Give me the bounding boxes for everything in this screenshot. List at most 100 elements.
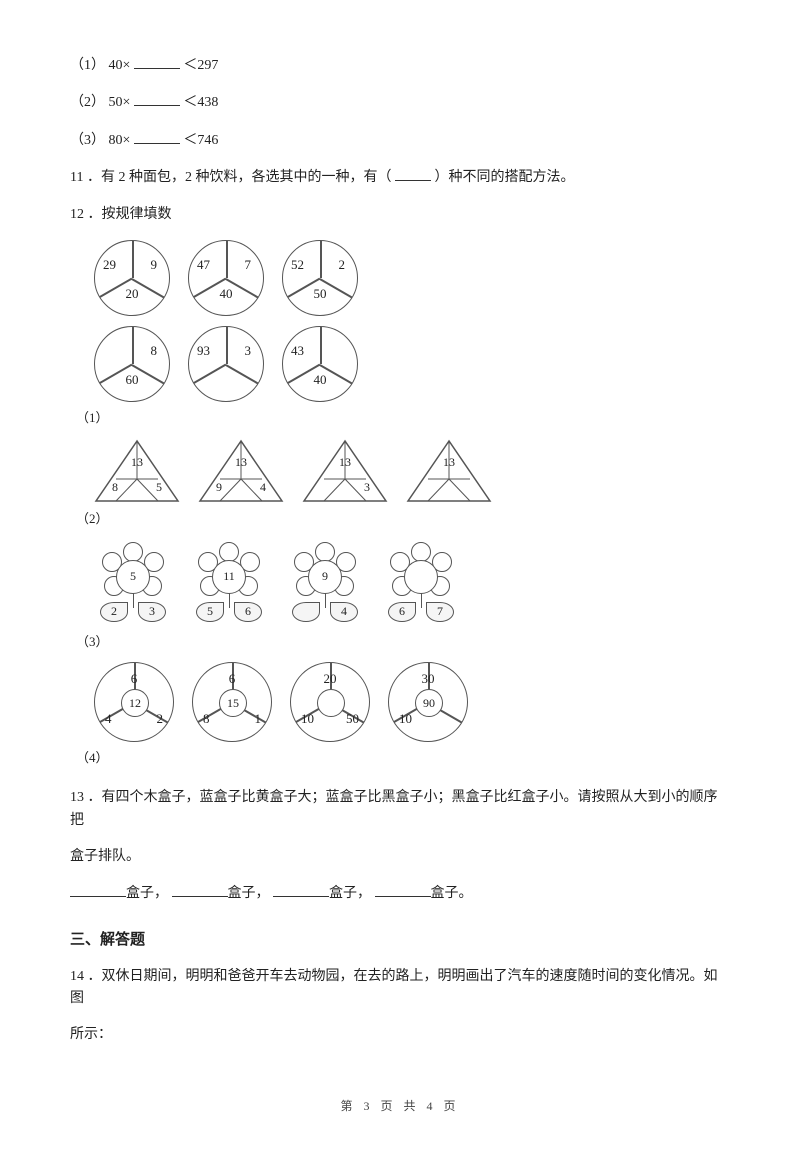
- flower: 9 4: [286, 540, 364, 626]
- sublabel-2: （2）: [76, 509, 730, 530]
- cell-tr: 2: [339, 255, 346, 276]
- circle-y: 29 9 20: [94, 240, 170, 316]
- triangle: 13 9 4: [198, 439, 284, 503]
- q-num: 14: [70, 969, 84, 984]
- cell-top: 20: [291, 669, 369, 690]
- cell-top: 13: [198, 453, 284, 472]
- blank-input[interactable]: [395, 166, 431, 181]
- q-text: ．按规律填数: [88, 207, 172, 222]
- cell-top: 6: [95, 669, 173, 690]
- period: 。: [459, 886, 473, 901]
- flower-center[interactable]: [404, 560, 438, 594]
- sublabel-3: （3）: [76, 632, 730, 653]
- cell-bt: 40: [283, 370, 357, 391]
- word: 盒子: [126, 886, 154, 901]
- q11: 11 ．有 2 种面包，2 种饮料，各选其中的一种，有（ ）种不同的搭配方法。: [70, 166, 730, 189]
- cell-br: 2: [157, 709, 164, 730]
- expr-a: 50×: [109, 95, 131, 110]
- sublabel-4: （4）: [76, 748, 730, 769]
- cell-br: 4: [260, 478, 266, 497]
- flower: 11 5 6: [190, 540, 268, 626]
- cell-top: 13: [406, 453, 492, 472]
- cell-bl: 8: [112, 478, 118, 497]
- idx: （3）: [70, 133, 105, 148]
- circle-y: 52 2 50: [282, 240, 358, 316]
- idx: （1）: [70, 58, 105, 73]
- leaf-l: 2: [100, 602, 128, 622]
- word: 盒子: [228, 886, 256, 901]
- triangle: 13 8 5: [94, 439, 180, 503]
- blank-input[interactable]: [134, 91, 180, 106]
- footer-page: 3: [363, 1099, 373, 1113]
- q13-answer: 盒子， 盒子， 盒子， 盒子。: [70, 882, 730, 905]
- cell-br: 50: [346, 709, 359, 730]
- idx: （2）: [70, 95, 105, 110]
- q-text-a: ．有 2 种面包，2 种饮料，各选其中的一种，有（: [87, 170, 392, 185]
- q-num: 11: [70, 170, 83, 185]
- word: 盒子: [431, 886, 459, 901]
- cell-bt: 60: [95, 370, 169, 391]
- blank-input[interactable]: [375, 882, 431, 897]
- leaf-r: 3: [138, 602, 166, 622]
- sep: ，: [154, 886, 168, 901]
- blank-input[interactable]: [70, 882, 126, 897]
- cell-br: 3: [364, 478, 370, 497]
- circle-yi: 6 12 4 2: [94, 662, 174, 742]
- blank-input[interactable]: [172, 882, 228, 897]
- footer-d: 页: [444, 1099, 460, 1113]
- triangle: 13 3: [302, 439, 388, 503]
- cell-tl: 29: [103, 255, 116, 276]
- circle-yi: 6 15 8 1: [192, 662, 272, 742]
- blank-input[interactable]: [134, 54, 180, 69]
- fig-circYi-row: 6 12 4 2 6 15 8 1 20 10 50 30 90 10: [94, 662, 730, 742]
- leaf-r: 7: [426, 602, 454, 622]
- blank-input[interactable]: [134, 129, 180, 144]
- flower-center: 5: [116, 560, 150, 594]
- q-num: 12: [70, 207, 84, 222]
- cell-center: 12: [121, 689, 149, 717]
- circle-yi: 20 10 50: [290, 662, 370, 742]
- footer-total: 4: [427, 1099, 437, 1113]
- cell-center[interactable]: [317, 689, 345, 717]
- blank-input[interactable]: [273, 882, 329, 897]
- q-text: 盒子排队。: [70, 849, 140, 864]
- cell-bl: 10: [399, 709, 412, 730]
- section-heading-3: 三、解答题: [70, 928, 730, 952]
- cell-top: 13: [302, 453, 388, 472]
- q14-line2: 所示：: [70, 1024, 730, 1046]
- q-num: 13: [70, 790, 84, 805]
- flower-center: 11: [212, 560, 246, 594]
- expr-b: ＜438: [183, 95, 218, 110]
- cell-bt: 50: [283, 284, 357, 305]
- expr-a: 80×: [109, 133, 131, 148]
- sublabel-1: （1）: [76, 408, 730, 429]
- circle-y: 43 40: [282, 326, 358, 402]
- flower: 6 7: [382, 540, 460, 626]
- cell-tr: 7: [245, 255, 252, 276]
- footer-b: 页: [380, 1099, 396, 1113]
- cell-tl: 52: [291, 255, 304, 276]
- cell-tr: 3: [245, 341, 252, 362]
- fig-tri-row: 13 8 5 13 9 4 13 3 13: [94, 439, 730, 503]
- flower-center: 9: [308, 560, 342, 594]
- leaf-l[interactable]: [292, 602, 320, 622]
- word: 盒子: [329, 886, 357, 901]
- triangle: 13: [406, 439, 492, 503]
- leaf-l: 5: [196, 602, 224, 622]
- q14-line1: 14 ．双休日期间，明明和爸爸开车去动物园，在去的路上，明明画出了汽车的速度随时…: [70, 966, 730, 1011]
- flower: 5 2 3: [94, 540, 172, 626]
- circle-y: 93 3: [188, 326, 264, 402]
- fig-circY-row2: 8 60 93 3 43 40: [94, 326, 730, 402]
- blank-line-3: （3） 80× ＜746: [70, 129, 730, 152]
- cell-bt: 40: [189, 284, 263, 305]
- cell-tl: 93: [197, 341, 210, 362]
- cell-tr: 8: [151, 341, 158, 362]
- q-text: ．有四个木盒子，蓝盒子比黄盒子大；蓝盒子比黑盒子小；黑盒子比红盒子小。请按照从大…: [70, 790, 718, 827]
- circle-y: 47 7 40: [188, 240, 264, 316]
- cell-top: 6: [193, 669, 271, 690]
- circle-yi: 30 90 10: [388, 662, 468, 742]
- blank-line-2: （2） 50× ＜438: [70, 91, 730, 114]
- cell-center: 90: [415, 689, 443, 717]
- cell-bt: 20: [95, 284, 169, 305]
- q13-line1: 13 ．有四个木盒子，蓝盒子比黄盒子大；蓝盒子比黑盒子小；黑盒子比红盒子小。请按…: [70, 787, 730, 832]
